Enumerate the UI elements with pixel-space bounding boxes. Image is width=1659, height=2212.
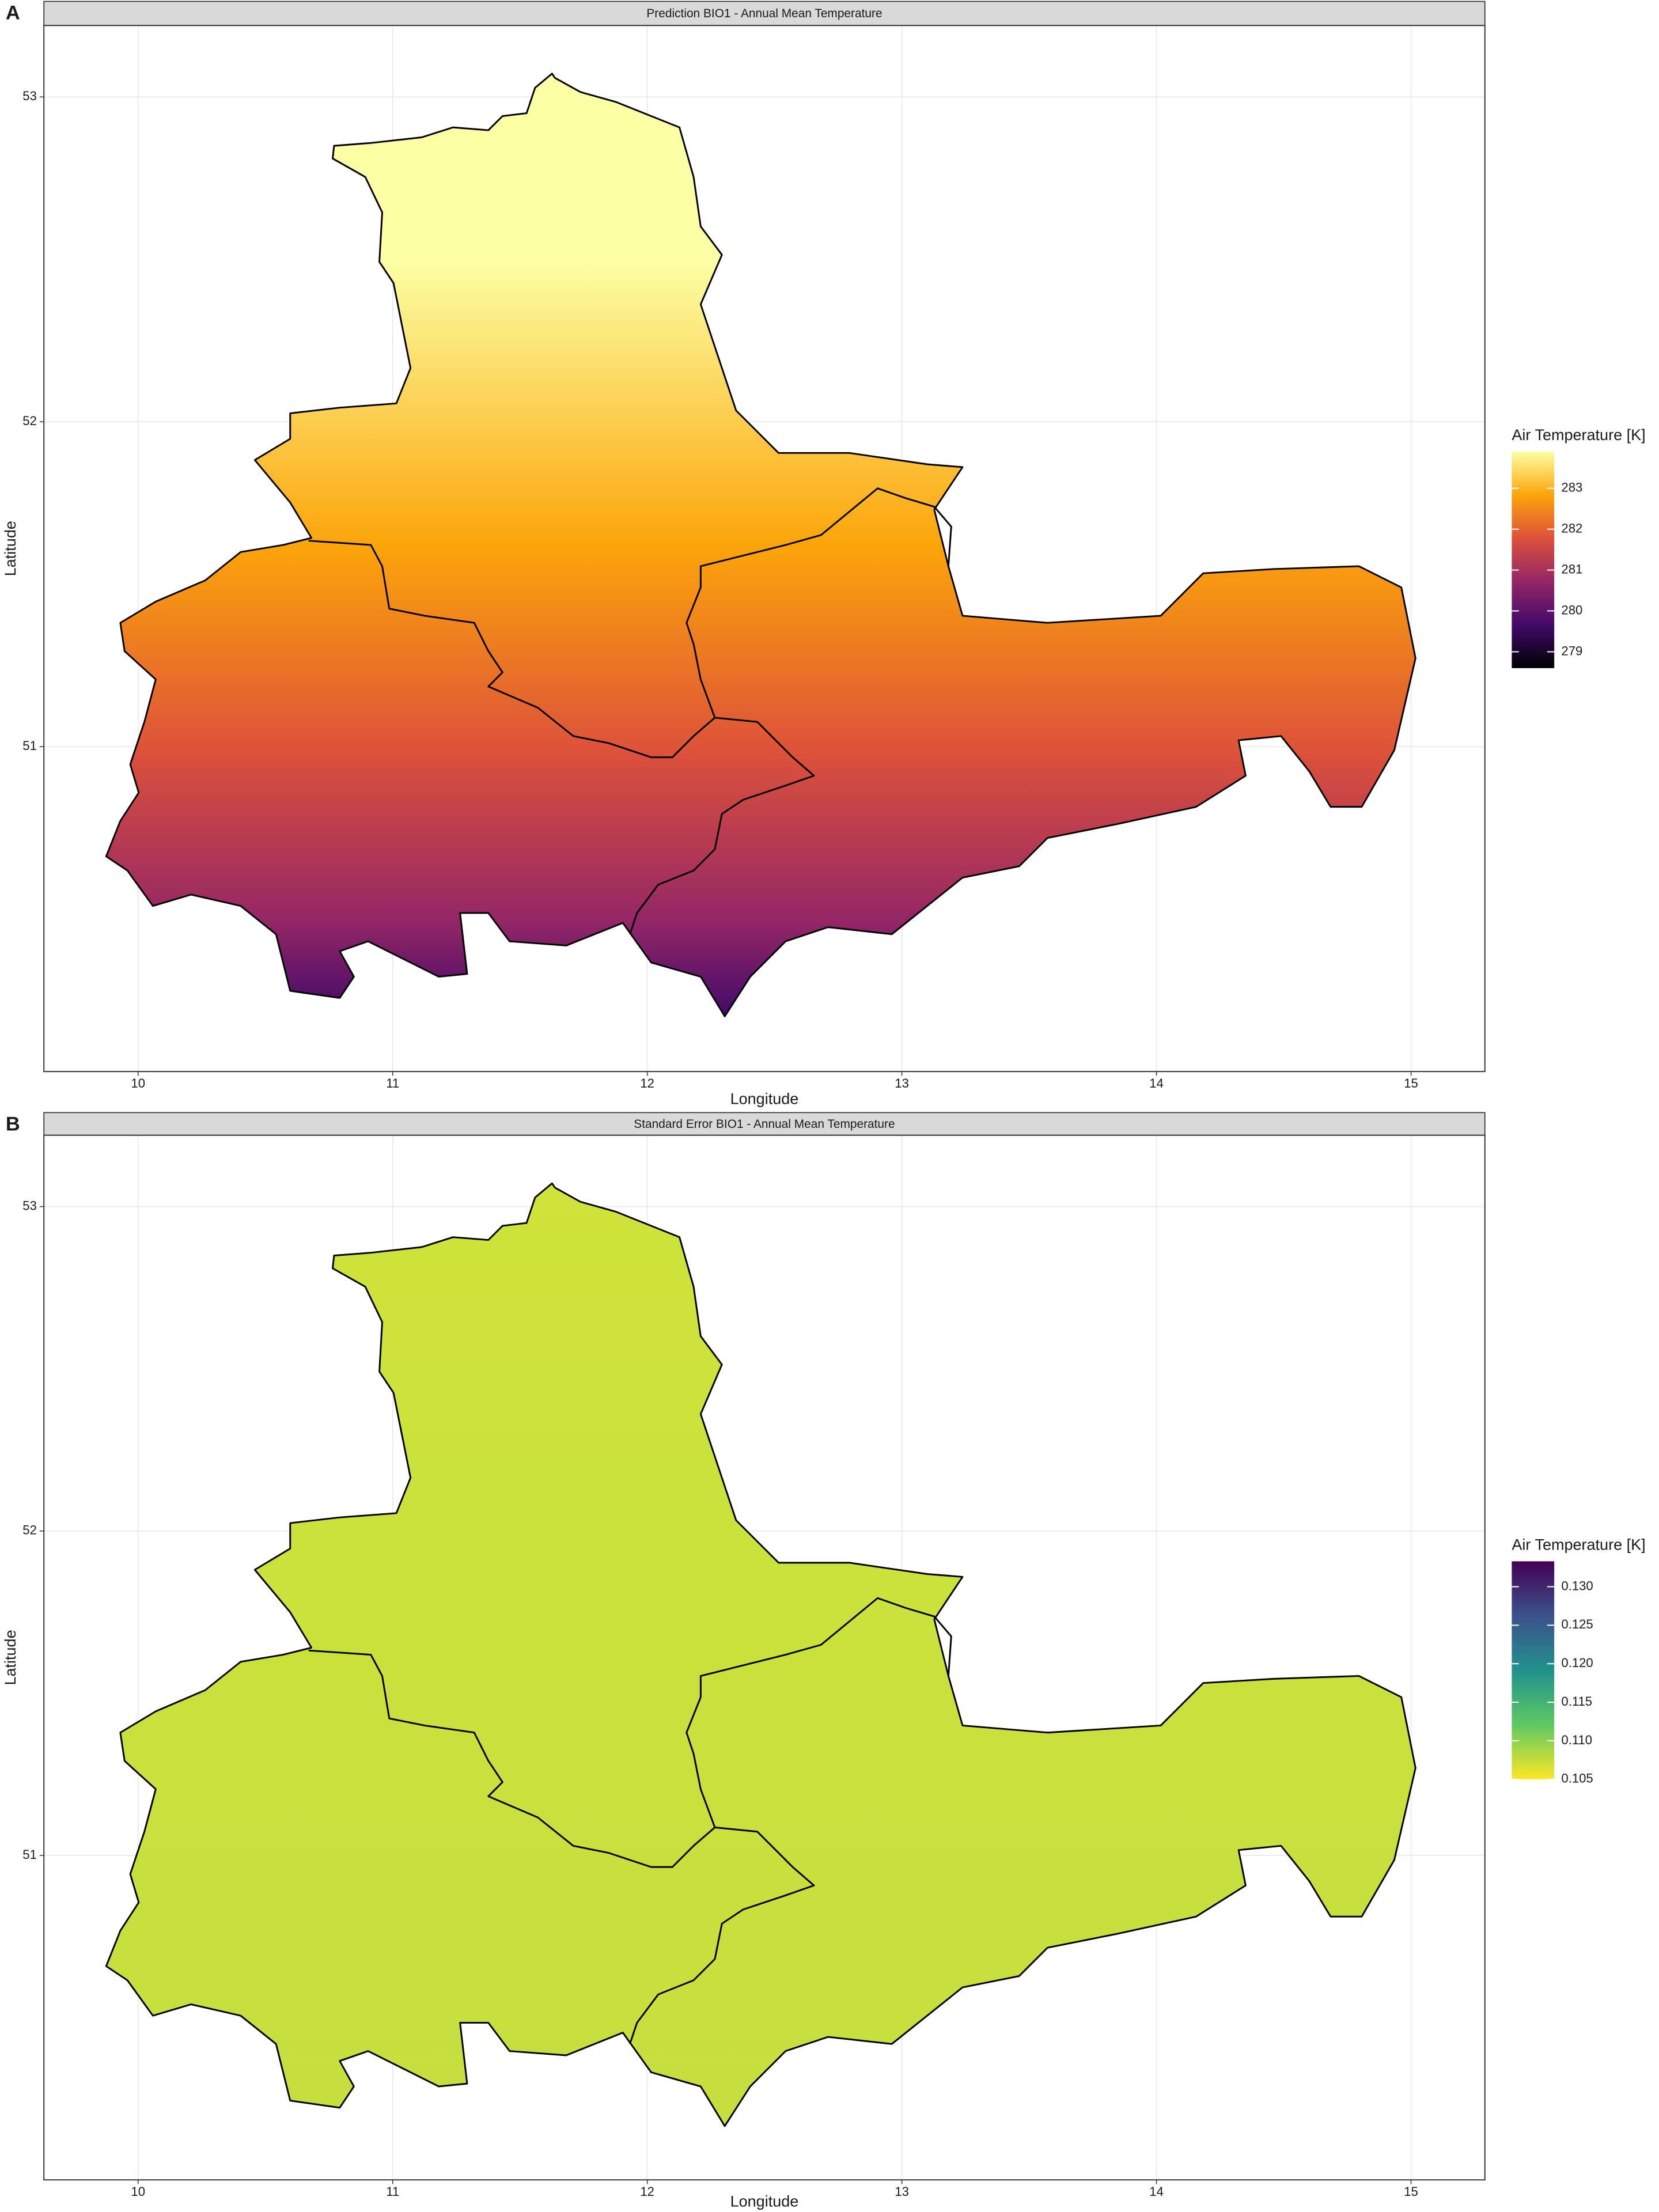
y-tick-label: 53	[22, 1198, 37, 1213]
x-tick-label: 13	[895, 1076, 909, 1090]
legend-tick-label: 279	[1561, 643, 1582, 658]
legend-tick-label: 0.110	[1561, 1733, 1592, 1747]
legend-tick-label: 280	[1561, 603, 1582, 617]
x-tick-label: 11	[386, 2184, 399, 2199]
y-axis-label: Latitude	[2, 521, 19, 576]
legend-tick-label: 0.105	[1561, 1771, 1593, 1786]
legend-tick-label: 0.125	[1561, 1617, 1593, 1631]
x-tick-label: 10	[131, 1076, 145, 1090]
panel-label: A	[6, 2, 20, 24]
legend-tick-label: 281	[1561, 562, 1582, 576]
state-border	[308, 540, 815, 935]
x-axis-label: Longitude	[730, 1090, 799, 1107]
colorbar	[1512, 1561, 1555, 1779]
legend-tick-label: 282	[1561, 521, 1582, 535]
state-border	[685, 487, 952, 718]
legend-tick-label: 0.120	[1561, 1656, 1593, 1670]
x-tick-label: 15	[1404, 1076, 1418, 1090]
legend-title: Air Temperature [K]	[1512, 426, 1645, 444]
x-tick-label: 13	[895, 2184, 909, 2199]
panel-border	[43, 1134, 1486, 2181]
y-tick-label: 53	[22, 89, 37, 103]
x-axis-label: Longitude	[730, 2193, 799, 2210]
x-tick-label: 11	[386, 1076, 399, 1090]
strip	[43, 1, 1486, 26]
state-border	[308, 1649, 815, 2044]
legend-title: Air Temperature [K]	[1512, 1536, 1645, 1553]
legend-tick-label: 0.130	[1561, 1578, 1593, 1593]
y-tick-label: 51	[22, 738, 37, 753]
map-region	[106, 73, 1416, 1017]
x-tick-label: 10	[131, 2184, 145, 2199]
panel-label: B	[6, 1113, 20, 1135]
strip-title: Standard Error BIO1 - Annual Mean Temper…	[634, 1118, 895, 1131]
legend-tick-label: 0.115	[1561, 1694, 1592, 1709]
map-region	[106, 1183, 1416, 2126]
y-axis-label: Latitude	[2, 1630, 19, 1685]
x-tick-label: 12	[640, 1076, 654, 1090]
state-border	[685, 1597, 952, 1828]
x-tick-label: 12	[640, 2184, 654, 2199]
x-tick-label: 14	[1149, 2184, 1164, 2199]
x-tick-label: 15	[1404, 2184, 1418, 2199]
y-tick-label: 51	[22, 1847, 37, 1862]
y-tick-label: 52	[22, 414, 37, 428]
x-tick-label: 14	[1149, 1076, 1164, 1090]
colorbar	[1512, 451, 1555, 668]
legend-tick-label: 283	[1561, 480, 1582, 495]
panel-border	[43, 25, 1486, 1073]
strip-title: Prediction BIO1 - Annual Mean Temperatur…	[646, 7, 882, 20]
y-tick-label: 52	[22, 1523, 37, 1537]
